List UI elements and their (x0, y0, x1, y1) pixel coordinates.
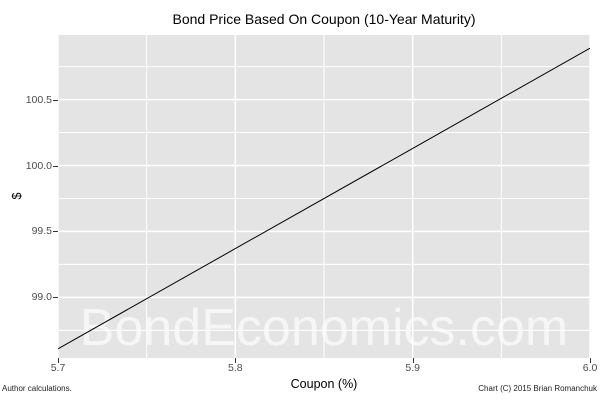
y-tick-label: 100.5 (25, 93, 52, 106)
bond-price-line (58, 47, 590, 350)
copyright-note: Chart (C) 2015 Brian Romanchuk (478, 384, 597, 393)
y-axis-title: $ (10, 192, 24, 200)
source-note: Author calculations. (2, 384, 72, 393)
y-tick-mark (53, 231, 58, 233)
x-tick-mark (235, 358, 237, 363)
y-tick-label: 99.0 (31, 291, 52, 304)
x-tick-mark (412, 358, 414, 363)
y-tick-mark (53, 165, 58, 167)
plot-panel: BondEconomics.com (58, 35, 590, 358)
x-tick-mark (58, 358, 59, 363)
x-tick-label: 5.9 (405, 362, 420, 374)
y-tick-mark (53, 297, 58, 299)
y-tick-label: 99.5 (31, 225, 52, 238)
price-line-plot (58, 35, 590, 358)
x-tick-label: 5.8 (228, 362, 243, 374)
x-axis-title: Coupon (%) (290, 377, 358, 391)
x-tick-label: 5.7 (50, 362, 66, 374)
x-tick-mark (590, 358, 591, 363)
y-tick-label: 100.0 (25, 159, 52, 172)
chart-title: Bond Price Based On Coupon (10-Year Matu… (172, 11, 476, 27)
x-tick-label: 6.0 (582, 362, 598, 374)
y-tick-mark (53, 99, 58, 101)
